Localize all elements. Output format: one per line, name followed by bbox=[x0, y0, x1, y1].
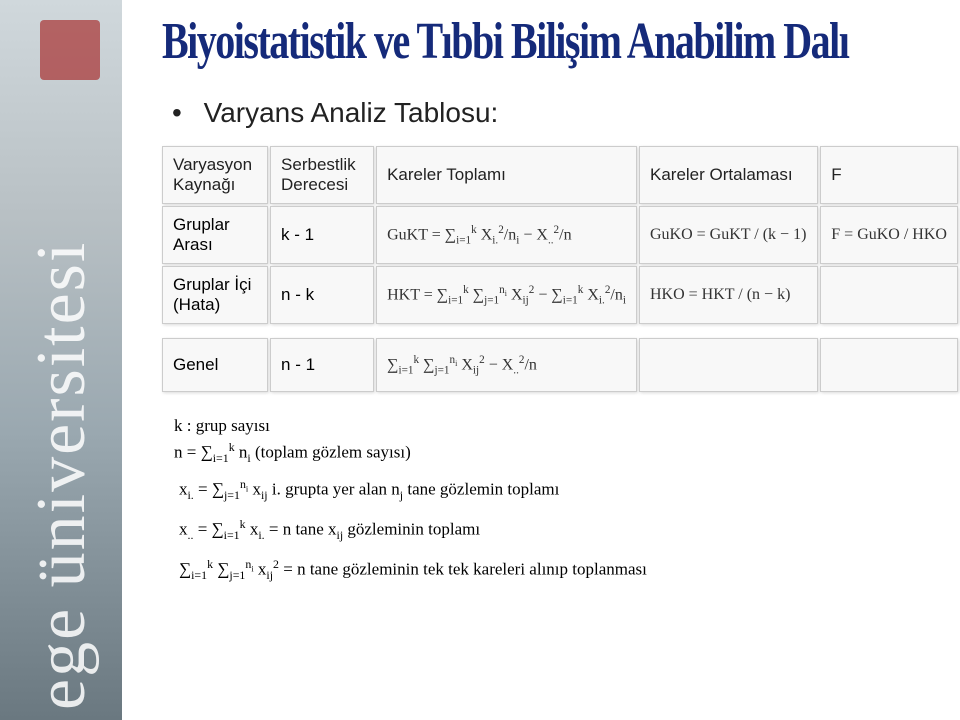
col-source: Varyasyon Kaynağı bbox=[162, 146, 268, 204]
page-title: • Varyans Analiz Tablosu: bbox=[172, 97, 940, 129]
def-sumsq: ∑i=1k ∑j=1ni xij2 = n tane gözleminin te… bbox=[174, 554, 652, 586]
row-within: Gruplar İçi (Hata) n - k HKT = ∑i=1k ∑j=… bbox=[162, 266, 958, 324]
col-df: Serbestlik Derecesi bbox=[270, 146, 374, 204]
row-total: Genel n - 1 ∑i=1k ∑j=1ni Xij2 − X..2/n bbox=[162, 338, 958, 392]
cell-between-df: k - 1 bbox=[270, 206, 374, 264]
definitions-block: k : grup sayısı n = ∑i=1k ni (toplam göz… bbox=[174, 416, 940, 590]
def-xi: xi. = ∑j=1ni xij i. grupta yer alan nj t… bbox=[174, 474, 564, 506]
col-ms: Kareler Ortalaması bbox=[639, 146, 818, 204]
bullet-icon: • bbox=[172, 97, 182, 128]
cell-total-f bbox=[820, 338, 958, 392]
cell-total-ss: ∑i=1k ∑j=1ni Xij2 − X..2/n bbox=[376, 338, 637, 392]
university-logo-icon bbox=[40, 20, 100, 80]
cell-between-f: F = GuKO / HKO bbox=[820, 206, 958, 264]
cell-total-df: n - 1 bbox=[270, 338, 374, 392]
cell-between-ms: GuKO = GuKT / (k − 1) bbox=[639, 206, 818, 264]
def-k: k : grup sayısı bbox=[174, 416, 940, 436]
table-header-row: Varyasyon Kaynağı Serbestlik Derecesi Ka… bbox=[162, 146, 958, 204]
col-ss: Kareler Toplamı bbox=[376, 146, 637, 204]
cell-within-ss: HKT = ∑i=1k ∑j=1ni Xij2 − ∑i=1k Xi.2/ni bbox=[376, 266, 637, 324]
sidebar: ege üniversitesi bbox=[0, 0, 122, 720]
def-xdotdot: x.. = ∑i=1k xi. = n tane xij gözleminin … bbox=[174, 514, 485, 546]
page-title-text: Varyans Analiz Tablosu: bbox=[204, 97, 499, 128]
def-n: n = ∑i=1k ni (toplam gözlem sayısı) bbox=[174, 440, 940, 466]
content-area: Biyoistatistik ve Tıbbi Bilişim Anabilim… bbox=[122, 0, 960, 720]
row-between: Gruplar Arası k - 1 GuKT = ∑i=1k Xi.2/ni… bbox=[162, 206, 958, 264]
department-header: Biyoistatistik ve Tıbbi Bilişim Anabilim… bbox=[162, 10, 940, 71]
anova-table: Varyasyon Kaynağı Serbestlik Derecesi Ka… bbox=[160, 144, 960, 394]
cell-within-df: n - k bbox=[270, 266, 374, 324]
col-f: F bbox=[820, 146, 958, 204]
cell-within-f bbox=[820, 266, 958, 324]
cell-between-ss: GuKT = ∑i=1k Xi.2/ni − X..2/n bbox=[376, 206, 637, 264]
cell-within-source: Gruplar İçi (Hata) bbox=[162, 266, 268, 324]
cell-total-source: Genel bbox=[162, 338, 268, 392]
cell-total-ms bbox=[639, 338, 818, 392]
cell-between-source: Gruplar Arası bbox=[162, 206, 268, 264]
cell-within-ms: HKO = HKT / (n − k) bbox=[639, 266, 818, 324]
university-name: ege üniversitesi bbox=[22, 241, 102, 710]
